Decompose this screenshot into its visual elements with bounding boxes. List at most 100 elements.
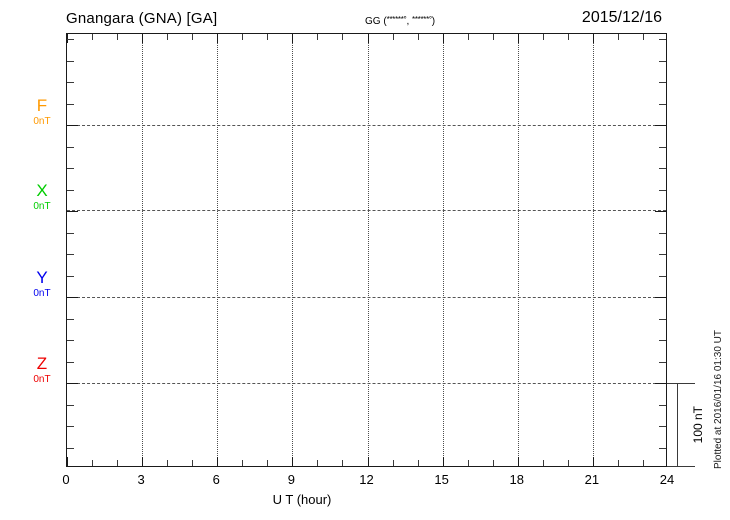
x-tick-minor: [267, 460, 269, 466]
x-tick-major: [367, 34, 369, 43]
x-tick-minor: [567, 460, 569, 466]
gridline-vertical: [367, 34, 369, 466]
y-tick-minor: [67, 103, 74, 105]
x-tick-major: [142, 34, 144, 43]
x-tick-major: [517, 457, 519, 466]
y-tick-minor: [67, 82, 74, 83]
component-baseline-value-x: 0nT: [33, 201, 51, 212]
y-tick-minor: [659, 189, 666, 191]
x-tick-label: 21: [584, 472, 600, 487]
y-tick-minor: [659, 404, 666, 406]
x-tick-label: 0: [62, 472, 70, 487]
x-tick-minor: [467, 460, 469, 466]
x-tick-label: 18: [509, 472, 524, 487]
y-tick-minor: [659, 232, 666, 234]
x-tick-minor: [242, 34, 244, 40]
y-tick-minor: [659, 318, 666, 320]
gridline-vertical: [592, 34, 594, 466]
y-tick-minor: [659, 361, 666, 363]
y-tick-minor: [659, 39, 666, 40]
y-tick-minor: [67, 426, 74, 427]
x-tick-label: 24: [659, 472, 675, 487]
x-tick-major: [67, 34, 68, 43]
y-tick-major: [67, 211, 78, 212]
x-tick-major: [442, 34, 444, 43]
baseline-f: [67, 125, 666, 126]
x-tick-minor: [92, 34, 94, 40]
x-axis-title: U T (hour): [272, 492, 332, 507]
x-tick-minor: [617, 34, 619, 40]
scale-bar-label: 100 nT: [691, 406, 705, 444]
baseline-x: [67, 210, 666, 211]
x-tick-minor: [392, 460, 394, 466]
y-tick-minor: [67, 404, 74, 406]
x-tick-label: 12: [359, 472, 374, 487]
x-tick-minor: [192, 460, 194, 466]
component-label-f: F 0nT: [22, 97, 62, 128]
y-tick-minor: [659, 340, 666, 341]
component-baseline-value-z: 0nT: [33, 374, 51, 385]
y-tick-minor: [659, 254, 666, 255]
y-tick-minor: [67, 447, 74, 449]
x-tick-major: [142, 457, 144, 466]
x-tick-major: [292, 34, 294, 43]
x-tick-major: [592, 457, 594, 466]
y-tick-minor: [67, 275, 74, 277]
y-tick-major: [655, 383, 666, 384]
gridline-vertical: [292, 34, 294, 466]
y-tick-minor: [659, 60, 666, 62]
component-label-x: X 0nT: [22, 182, 62, 213]
x-tick-major: [217, 34, 219, 43]
x-tick-minor: [342, 34, 344, 40]
x-tick-minor: [417, 460, 419, 466]
component-baseline-value-y: 0nT: [33, 288, 51, 299]
y-tick-minor: [659, 275, 666, 277]
x-tick-minor: [542, 34, 544, 40]
plotted-at-stamp: Plotted at 2016/01/16 01:30 UT: [712, 330, 724, 469]
gridline-vertical: [217, 34, 219, 466]
x-tick-major: [292, 457, 294, 466]
gridline-vertical: [442, 34, 444, 466]
x-tick-minor: [567, 34, 569, 40]
x-tick-minor: [642, 460, 644, 466]
x-axis-title-wrapper: U T (hour): [0, 492, 730, 507]
x-tick-minor: [192, 34, 194, 40]
scale-bar-stem: [677, 383, 678, 467]
x-tick-major: [592, 34, 594, 43]
observation-date: 2015/12/16: [581, 9, 662, 26]
y-tick-minor: [67, 60, 74, 62]
component-letter-z: Z: [36, 354, 48, 373]
y-tick-minor: [67, 254, 74, 255]
component-label-y: Y 0nT: [22, 269, 62, 300]
longitude-value: ******°: [412, 15, 432, 24]
y-tick-major: [655, 125, 666, 126]
y-tick-minor: [659, 146, 666, 148]
x-tick-minor: [117, 34, 119, 40]
gridline-vertical: [142, 34, 144, 466]
x-tick-minor: [117, 460, 119, 466]
y-tick-minor: [659, 103, 666, 105]
y-tick-major: [655, 297, 666, 298]
x-tick-minor: [317, 460, 319, 466]
y-tick-minor: [67, 318, 74, 320]
y-tick-minor: [67, 146, 74, 148]
latitude-value: ******°: [386, 15, 407, 24]
y-tick-minor: [659, 82, 666, 83]
baseline-y: [67, 297, 666, 298]
y-tick-minor: [659, 426, 666, 427]
x-tick-label: 6: [212, 472, 220, 487]
amplitude-scale-bar: [667, 383, 695, 467]
x-tick-major: [517, 34, 519, 43]
y-tick-minor: [659, 447, 666, 449]
scale-bar-label-wrapper: 100 nT: [690, 383, 706, 467]
x-tick-label: 15: [434, 472, 449, 487]
y-tick-minor: [67, 340, 74, 341]
x-tick-label: 3: [137, 472, 145, 487]
x-tick-minor: [492, 460, 494, 466]
y-tick-minor: [67, 361, 74, 363]
component-baseline-value-f: 0nT: [33, 116, 51, 127]
x-tick-minor: [92, 460, 94, 466]
y-tick-minor: [659, 168, 666, 169]
x-tick-minor: [342, 460, 344, 466]
y-tick-major: [67, 383, 78, 384]
